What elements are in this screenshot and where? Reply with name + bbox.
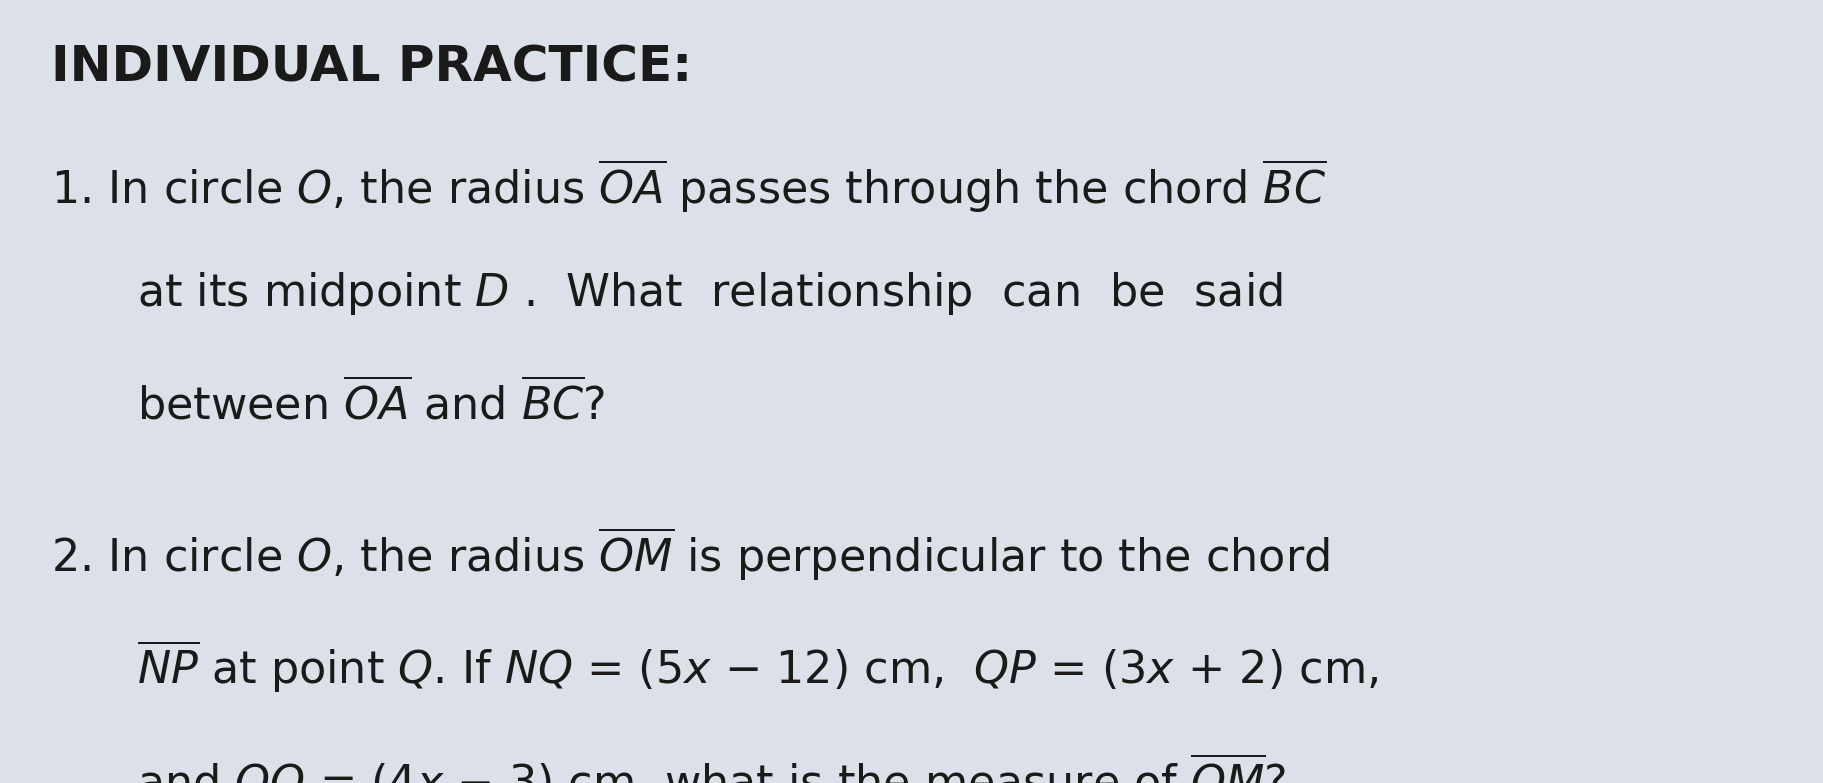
Text: at its midpoint $\it{D}$ .  What  relationship  can  be  said: at its midpoint $\it{D}$ . What relation… xyxy=(137,270,1282,317)
Text: between $\overline{OA}$ and $\overline{BC}$?: between $\overline{OA}$ and $\overline{B… xyxy=(137,380,605,429)
Text: INDIVIDUAL PRACTICE:: INDIVIDUAL PRACTICE: xyxy=(51,43,693,91)
Text: 1. In circle $\it{O}$, the radius $\overline{OA}$ passes through the chord $\ove: 1. In circle $\it{O}$, the radius $\over… xyxy=(51,157,1327,215)
Text: and $\it{OQ}$ = (4$\it{x}$ − 3) cm, what is the measure of $\overline{OM}$?: and $\it{OQ}$ = (4$\it{x}$ − 3) cm, what… xyxy=(137,752,1287,783)
Text: $\overline{NP}$ at point $\it{Q}$. If $\it{NQ}$ = (5$\it{x}$ − 12) cm,  $\it{QP}: $\overline{NP}$ at point $\it{Q}$. If $\… xyxy=(137,638,1378,695)
Text: 2. In circle $\it{O}$, the radius $\overline{OM}$ is perpendicular to the chord: 2. In circle $\it{O}$, the radius $\over… xyxy=(51,525,1329,583)
